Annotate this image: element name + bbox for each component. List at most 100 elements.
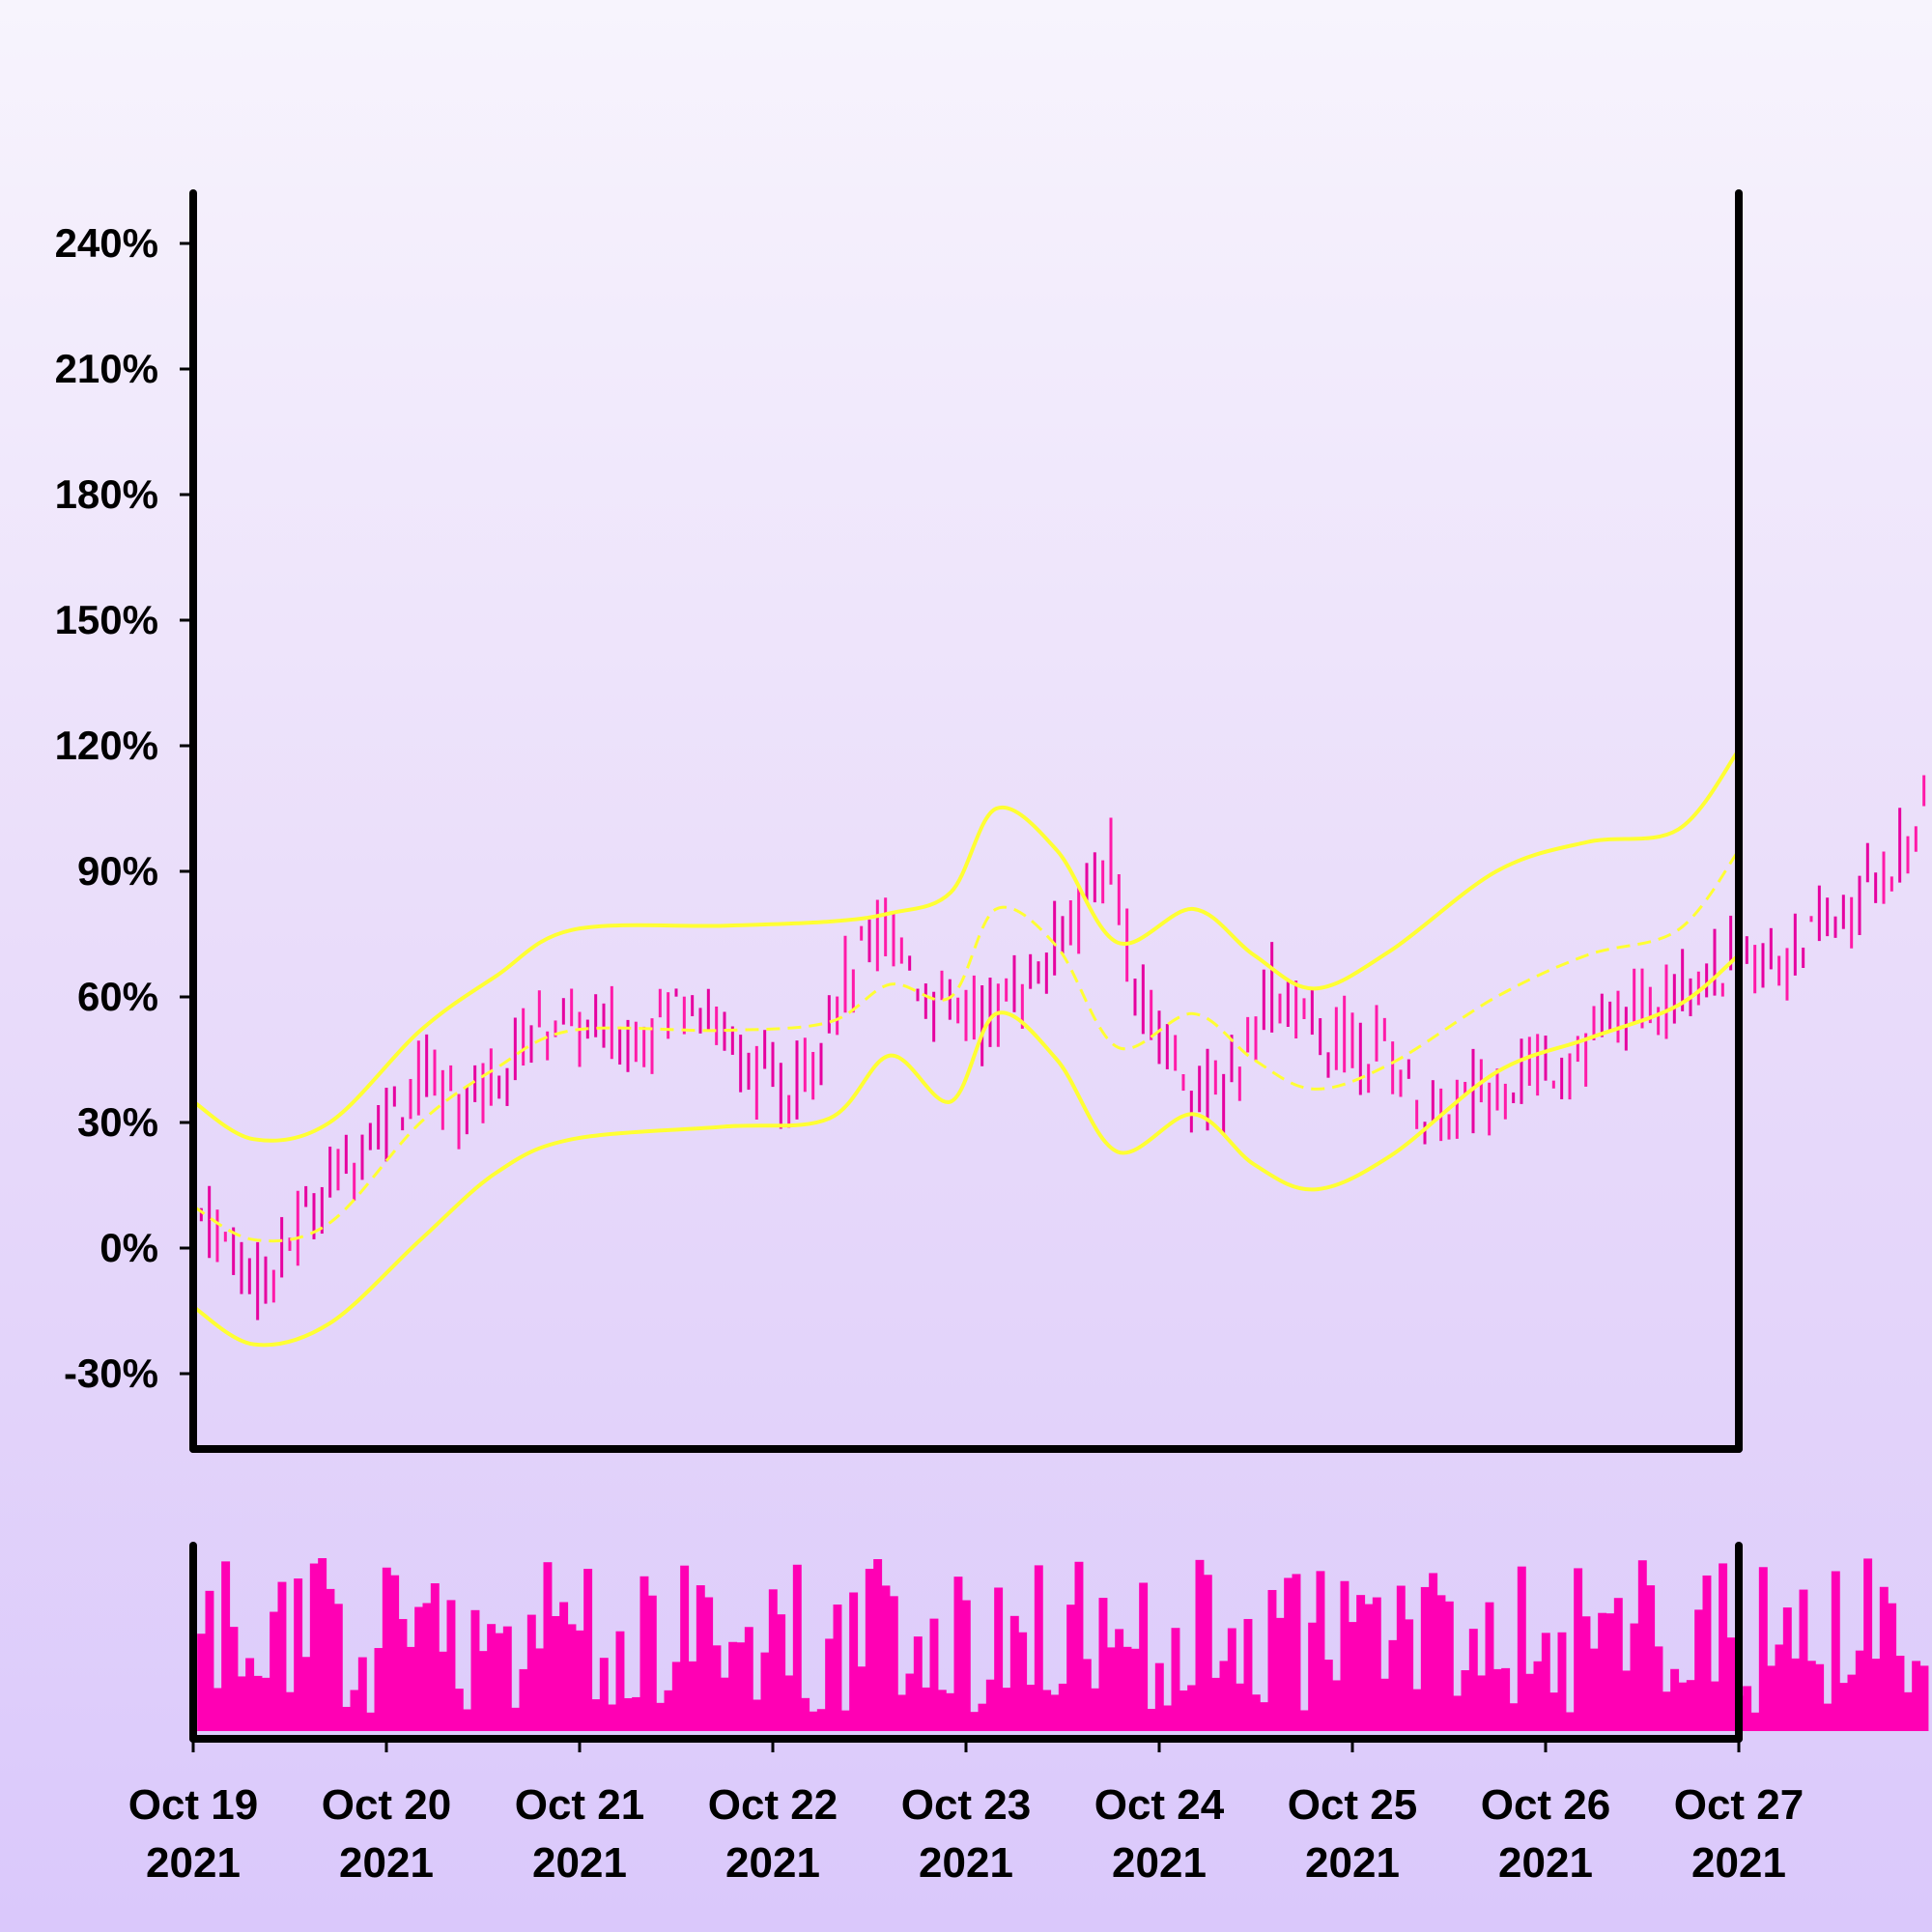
volume-bar xyxy=(913,1636,923,1731)
volume-bar xyxy=(671,1662,681,1731)
volume-bar xyxy=(1895,1655,1905,1731)
volume-bar xyxy=(1380,1678,1390,1731)
volume-bar xyxy=(454,1689,464,1731)
volume-bar xyxy=(285,1691,295,1731)
volume-bar xyxy=(664,1690,673,1731)
volume-bar xyxy=(1195,1559,1205,1731)
x-tick-label-line2: 2021 xyxy=(146,1839,241,1887)
volume-bar xyxy=(333,1604,343,1731)
volume-bar xyxy=(656,1702,666,1731)
volume-bar xyxy=(1823,1703,1833,1731)
volume-bar xyxy=(777,1614,786,1731)
volume-bar xyxy=(1758,1567,1768,1731)
volume-bar xyxy=(1106,1647,1116,1731)
volume-bar xyxy=(205,1590,214,1731)
volume-bar xyxy=(1468,1629,1478,1731)
volume-bar xyxy=(1767,1665,1776,1731)
volume-bar xyxy=(639,1576,649,1731)
volume-bar xyxy=(1251,1694,1261,1731)
price-bars xyxy=(199,775,1926,1321)
volume-bar xyxy=(357,1657,367,1731)
volume-bar xyxy=(1726,1637,1736,1731)
volume-bar xyxy=(591,1699,601,1731)
y-tick-label: 120% xyxy=(55,723,158,768)
volume-bar xyxy=(1267,1589,1277,1731)
x-tick-label-line2: 2021 xyxy=(1691,1839,1786,1887)
volume-bar xyxy=(398,1619,408,1731)
volume-bar xyxy=(567,1624,577,1731)
volume-bar xyxy=(1042,1690,1052,1731)
volume-bar xyxy=(414,1606,424,1731)
volume-bar xyxy=(1436,1595,1446,1731)
volume-bar xyxy=(1775,1644,1784,1731)
volume-bar xyxy=(318,1558,327,1731)
volume-bar xyxy=(1098,1598,1108,1731)
x-tick-label-line1: Oct 26 xyxy=(1481,1781,1611,1829)
volume-bar xyxy=(623,1697,633,1731)
volume-bar xyxy=(1154,1662,1164,1731)
volume-bar xyxy=(897,1694,907,1731)
volume-bar xyxy=(768,1589,778,1731)
volume-bar xyxy=(632,1696,641,1731)
volume-bar xyxy=(1372,1597,1381,1731)
volume-bar xyxy=(696,1585,705,1731)
volume-bar xyxy=(922,1687,931,1731)
volume-bar xyxy=(326,1588,335,1731)
volume-bar xyxy=(309,1563,319,1731)
volume-bar xyxy=(1187,1685,1197,1731)
volume-bar xyxy=(261,1677,270,1731)
x-tick-label-line2: 2021 xyxy=(919,1839,1013,1887)
volume-bar xyxy=(1919,1665,1929,1731)
volume-panel: Oct 19 2021 Oct 20 2021 Oct 21 2021 Oct 22 2021… xyxy=(128,1542,1929,1887)
volume-bar xyxy=(1719,1563,1728,1731)
volume-bar xyxy=(1613,1598,1623,1731)
x-tick-label-line1: Oct 20 xyxy=(322,1781,452,1829)
volume-bar xyxy=(270,1611,279,1731)
volume-bar xyxy=(833,1605,842,1731)
volume-bar xyxy=(1605,1613,1615,1731)
volume-bar xyxy=(551,1615,560,1731)
volume-bar xyxy=(1549,1692,1559,1731)
volume-bar xyxy=(1275,1617,1285,1731)
x-tick-label-line2: 2021 xyxy=(725,1839,820,1887)
bollinger-bands xyxy=(191,749,1741,1348)
band-middle xyxy=(192,849,1741,1243)
volume-bar xyxy=(728,1641,738,1731)
volume-bar xyxy=(792,1564,802,1731)
volume-bar xyxy=(1855,1650,1864,1731)
volume-bar xyxy=(1485,1602,1494,1731)
x-axis-ticks: Oct 19 2021 Oct 20 2021 Oct 21 2021 Oct 22 2021… xyxy=(128,1739,1804,1887)
volume-bar xyxy=(575,1630,584,1731)
volume-bar xyxy=(873,1559,883,1731)
volume-bar xyxy=(1461,1670,1470,1731)
y-tick-label: 0% xyxy=(99,1225,158,1270)
volume-bar xyxy=(840,1710,850,1731)
volume-bar xyxy=(1871,1659,1881,1731)
volume-bar xyxy=(1316,1571,1325,1731)
volume-bar xyxy=(350,1690,359,1731)
volume-bar xyxy=(857,1666,867,1731)
volume-bar xyxy=(889,1596,898,1731)
x-tick-label-line2: 2021 xyxy=(1112,1839,1207,1887)
volume-bar xyxy=(1066,1605,1076,1731)
volume-bar xyxy=(382,1567,391,1731)
band-lower xyxy=(191,953,1741,1348)
volume-bar xyxy=(1227,1628,1236,1731)
volume-bar xyxy=(1332,1680,1342,1731)
volume-bar xyxy=(478,1651,488,1731)
volume-bar xyxy=(511,1707,521,1731)
volume-bar xyxy=(1525,1673,1535,1731)
volume-bar xyxy=(1509,1703,1519,1731)
y-tick-label: 210% xyxy=(55,346,158,391)
volume-bar xyxy=(1034,1565,1043,1731)
band-upper xyxy=(191,749,1741,1143)
volume-bar xyxy=(342,1706,352,1731)
volume-bar xyxy=(1299,1710,1309,1731)
volume-bar xyxy=(704,1597,714,1731)
volume-bar xyxy=(1340,1580,1350,1731)
volume-bar xyxy=(519,1668,528,1731)
volume-bar xyxy=(953,1577,963,1731)
y-tick-label: 60% xyxy=(77,974,158,1019)
volume-bar xyxy=(1308,1622,1318,1731)
volume-bar xyxy=(430,1583,440,1731)
